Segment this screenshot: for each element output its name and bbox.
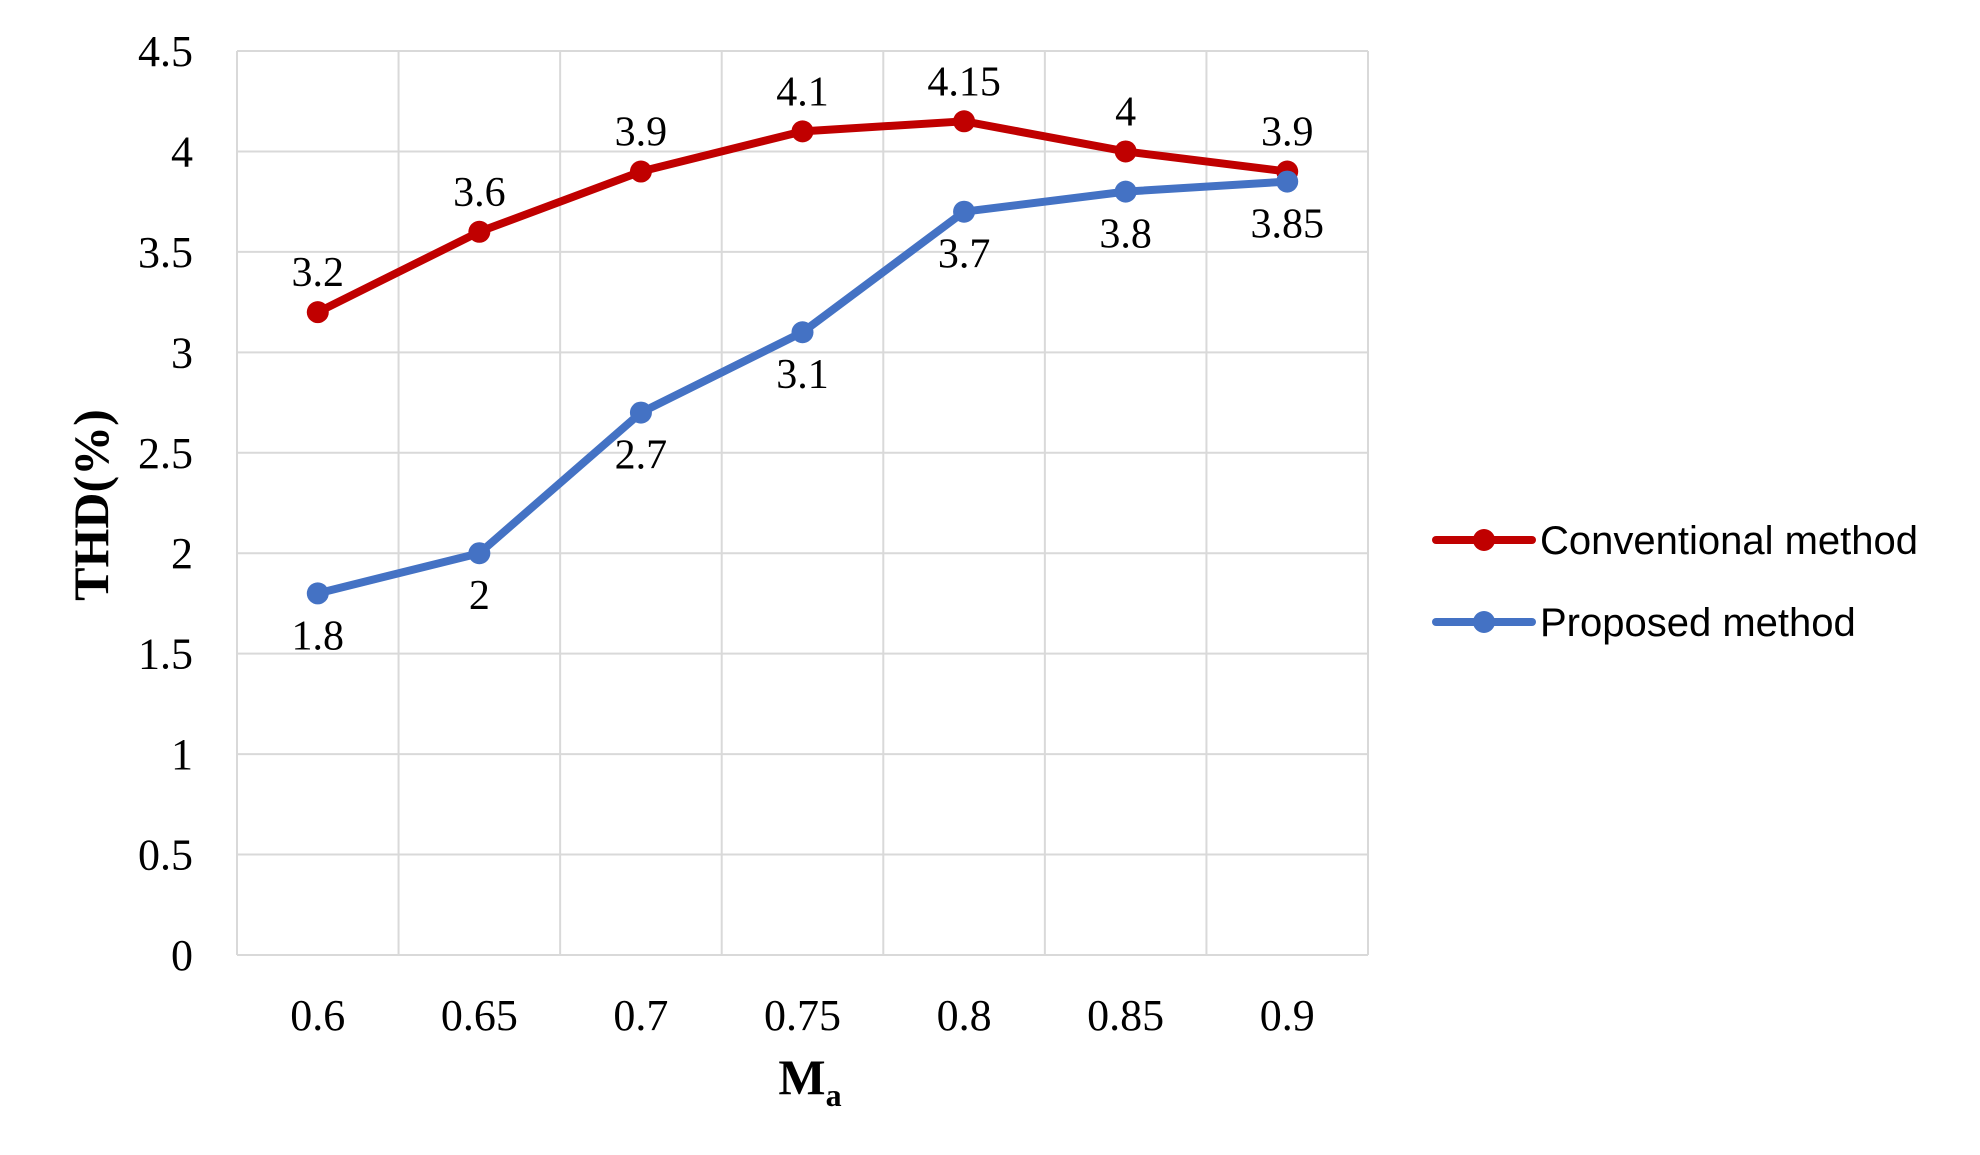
x-tick-label: 0.9 [1260, 991, 1315, 1040]
data-label: 3.7 [938, 232, 991, 278]
x-axis-title-subscript: a [826, 1077, 842, 1113]
legend: Conventional method Proposed method [1432, 519, 1918, 645]
x-tick-label: 0.8 [937, 991, 992, 1040]
y-tick-label: 3.5 [138, 228, 193, 277]
data-label: 3.6 [453, 170, 506, 216]
legend-label: Conventional method [1540, 519, 1918, 563]
data-label: 2.7 [615, 433, 668, 479]
y-tick-label: 1.5 [138, 630, 193, 679]
data-point [953, 200, 976, 223]
legend-label: Proposed method [1540, 601, 1856, 645]
data-label: 4.15 [927, 59, 1001, 105]
x-tick-label: 0.75 [764, 991, 841, 1040]
x-tick-label: 0.85 [1087, 991, 1164, 1040]
data-label: 4.1 [776, 69, 829, 115]
data-point [468, 542, 491, 565]
y-tick-label: 3 [171, 328, 193, 377]
x-axis-title: Ma [778, 1049, 841, 1113]
data-label: 3.1 [776, 352, 829, 398]
data-label: 3.2 [292, 250, 345, 296]
data-label: 3.9 [1261, 110, 1314, 156]
y-tick-label: 2 [171, 529, 193, 578]
y-tick-label: 1 [171, 730, 193, 779]
data-point [791, 120, 814, 143]
x-tick-label: 0.7 [613, 991, 668, 1040]
data-label: 3.85 [1250, 202, 1324, 248]
data-labels: 3.2 3.6 3.9 4.1 4.15 4 3.9 1.8 2 2.7 3.1 3.7 3.8 3.85 [292, 59, 1324, 659]
data-point [306, 582, 329, 605]
x-tick-label: 0.6 [290, 991, 345, 1040]
data-point [629, 160, 652, 183]
y-tick-label: 2.5 [138, 429, 193, 478]
data-point [1114, 140, 1137, 163]
y-tick-label: 0 [171, 931, 193, 980]
data-point [1276, 170, 1299, 193]
x-tick-label: 0.65 [441, 991, 518, 1040]
y-tick-label: 4 [171, 127, 193, 176]
legend-marker [1473, 529, 1495, 551]
x-axis-title-main: M [778, 1049, 825, 1105]
data-point [791, 321, 814, 344]
y-axis-title: THD(%) [63, 409, 119, 601]
y-tick-label: 0.5 [138, 831, 193, 880]
data-point [468, 220, 491, 243]
x-axis-tick-labels: 0.6 0.65 0.7 0.75 0.8 0.85 0.9 [290, 991, 1314, 1040]
data-label: 3.8 [1099, 212, 1152, 258]
data-label: 1.8 [292, 613, 345, 659]
y-axis-tick-labels: 0 0.5 1 1.5 2 2.5 3 3.5 4 4.5 [138, 27, 193, 980]
data-label: 2 [469, 573, 490, 619]
data-point [629, 401, 652, 424]
legend-marker [1473, 611, 1495, 633]
series-lines [306, 110, 1299, 605]
data-label: 3.9 [615, 110, 668, 156]
data-point [306, 301, 329, 324]
y-tick-label: 4.5 [138, 27, 193, 76]
data-point [953, 110, 976, 133]
data-point [1114, 180, 1137, 203]
gridlines [236, 50, 1369, 956]
data-label: 4 [1115, 89, 1136, 135]
